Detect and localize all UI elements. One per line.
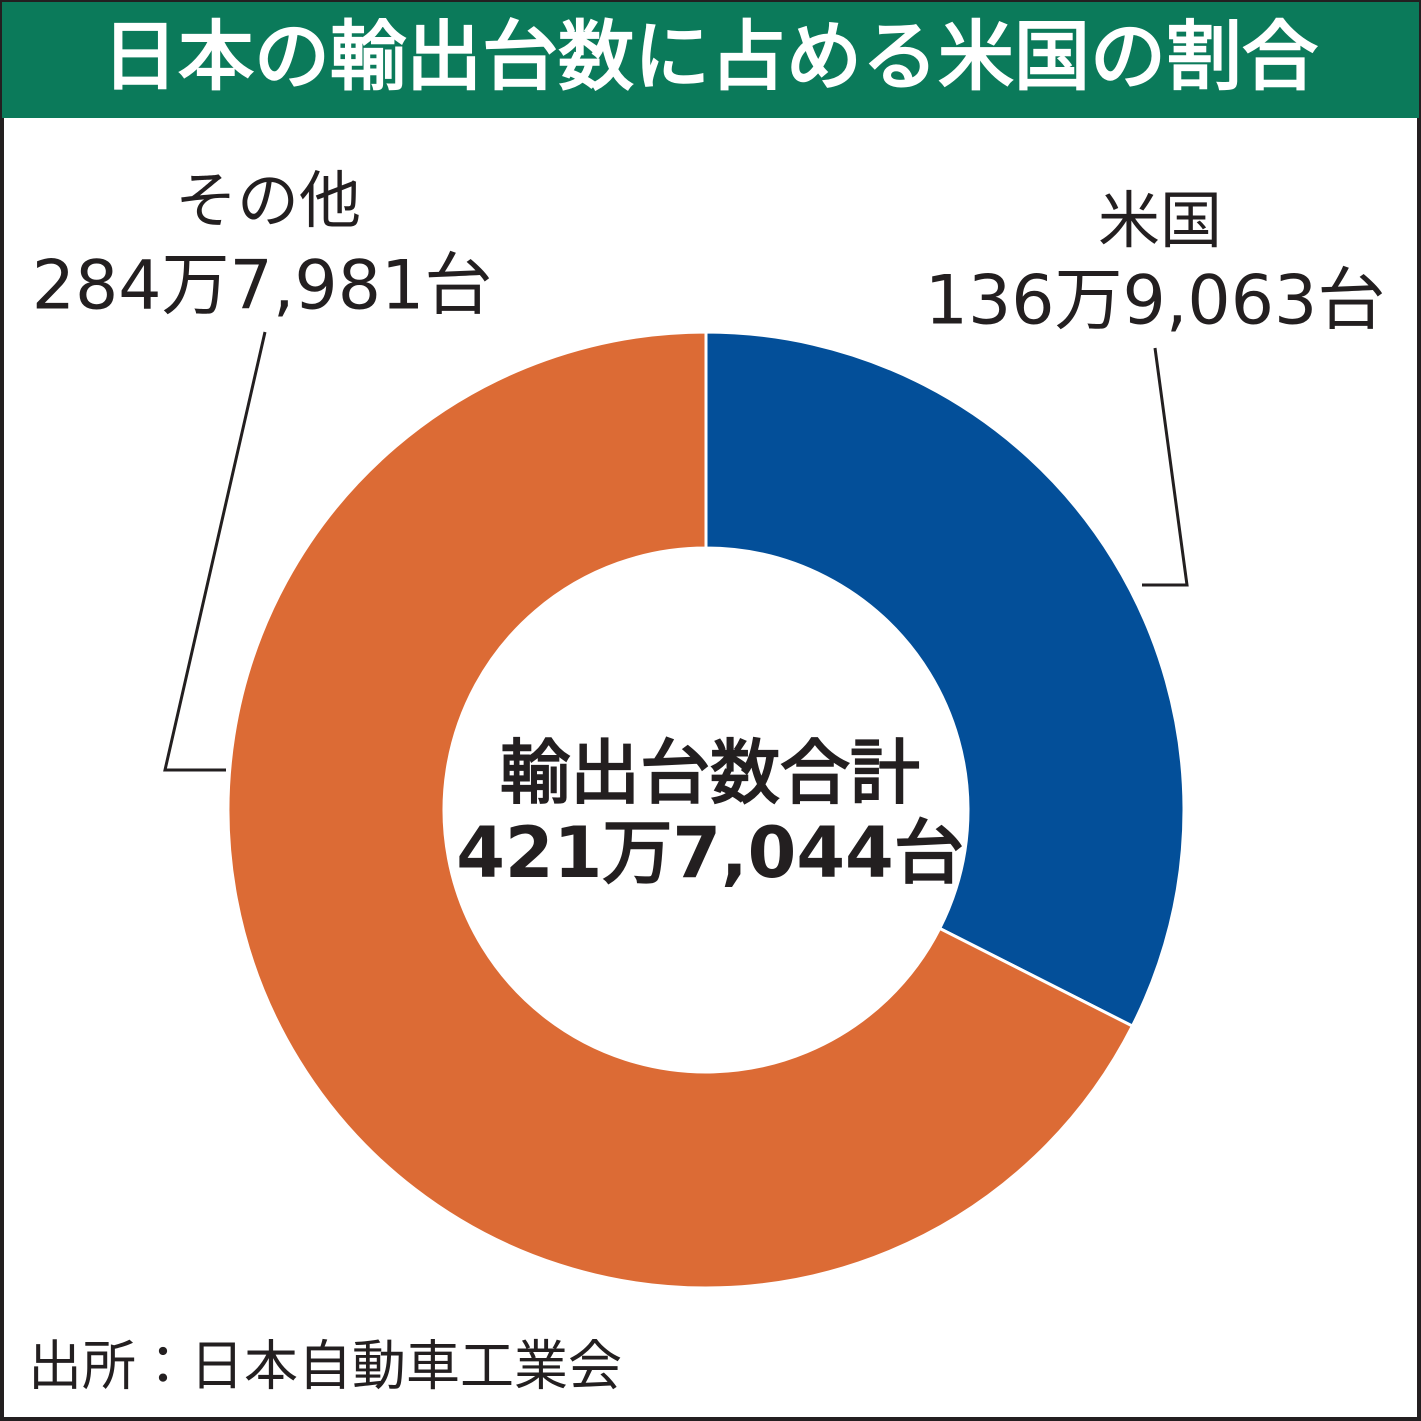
- legend-label: 米国: [1098, 184, 1222, 257]
- center-label: 輸出台数合計: [500, 732, 920, 814]
- legend-label: その他: [175, 164, 361, 237]
- value-label: 284万7,981台: [32, 247, 492, 326]
- chart-title: 日本の輸出台数に占める米国の割合: [102, 12, 1319, 101]
- source: 出所：日本自動車工業会: [28, 1335, 622, 1398]
- center-total: 421万7,044台: [456, 812, 964, 894]
- title-bar: [2, 2, 1419, 118]
- leader-line: [1142, 347, 1189, 587]
- value-label: 136万9,063台: [925, 262, 1385, 341]
- leader-line: [163, 331, 267, 772]
- donut-slice: [704, 330, 1186, 1029]
- donut-slice: [226, 330, 1135, 1290]
